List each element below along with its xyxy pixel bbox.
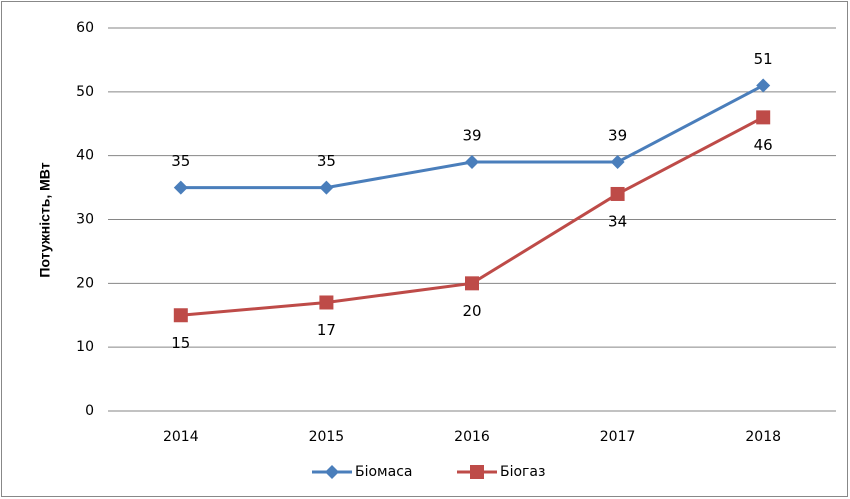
data-label: 34 (608, 212, 627, 230)
data-label: 39 (462, 127, 481, 145)
legend-marker (470, 465, 484, 479)
y-tick-label: 40 (76, 148, 94, 164)
x-tick-label: 2014 (163, 429, 199, 445)
x-tick-label: 2018 (745, 429, 781, 445)
y-tick-label: 20 (76, 275, 94, 291)
data-point (610, 155, 625, 170)
data-label: 46 (754, 136, 773, 154)
data-point (465, 155, 479, 170)
legend-label: Біомаса (355, 464, 412, 480)
x-tick-label: 2017 (600, 429, 636, 445)
data-point (173, 308, 188, 323)
data-label: 17 (317, 321, 336, 339)
data-label: 35 (171, 152, 190, 170)
y-axis-label: Потужність, МВт (37, 162, 53, 277)
data-point (173, 180, 188, 195)
data-point (756, 78, 771, 93)
data-label: 35 (317, 152, 336, 170)
y-tick-label: 0 (85, 403, 94, 419)
data-point (465, 276, 479, 291)
data-point (610, 186, 625, 201)
y-tick-label: 10 (76, 339, 94, 355)
y-tick-label: 60 (76, 20, 94, 36)
data-label: 15 (171, 334, 190, 352)
y-tick-label: 50 (76, 84, 94, 100)
data-point (319, 180, 334, 195)
data-label: 39 (608, 127, 627, 145)
data-label: 20 (462, 302, 481, 320)
x-tick-label: 2016 (454, 429, 490, 445)
y-tick-label: 30 (76, 212, 94, 228)
data-label: 51 (754, 50, 773, 68)
data-point (756, 110, 771, 125)
x-tick-label: 2015 (309, 429, 345, 445)
legend-marker (325, 465, 339, 479)
legend-label: Біогаз (500, 464, 545, 480)
data-point (319, 295, 334, 310)
